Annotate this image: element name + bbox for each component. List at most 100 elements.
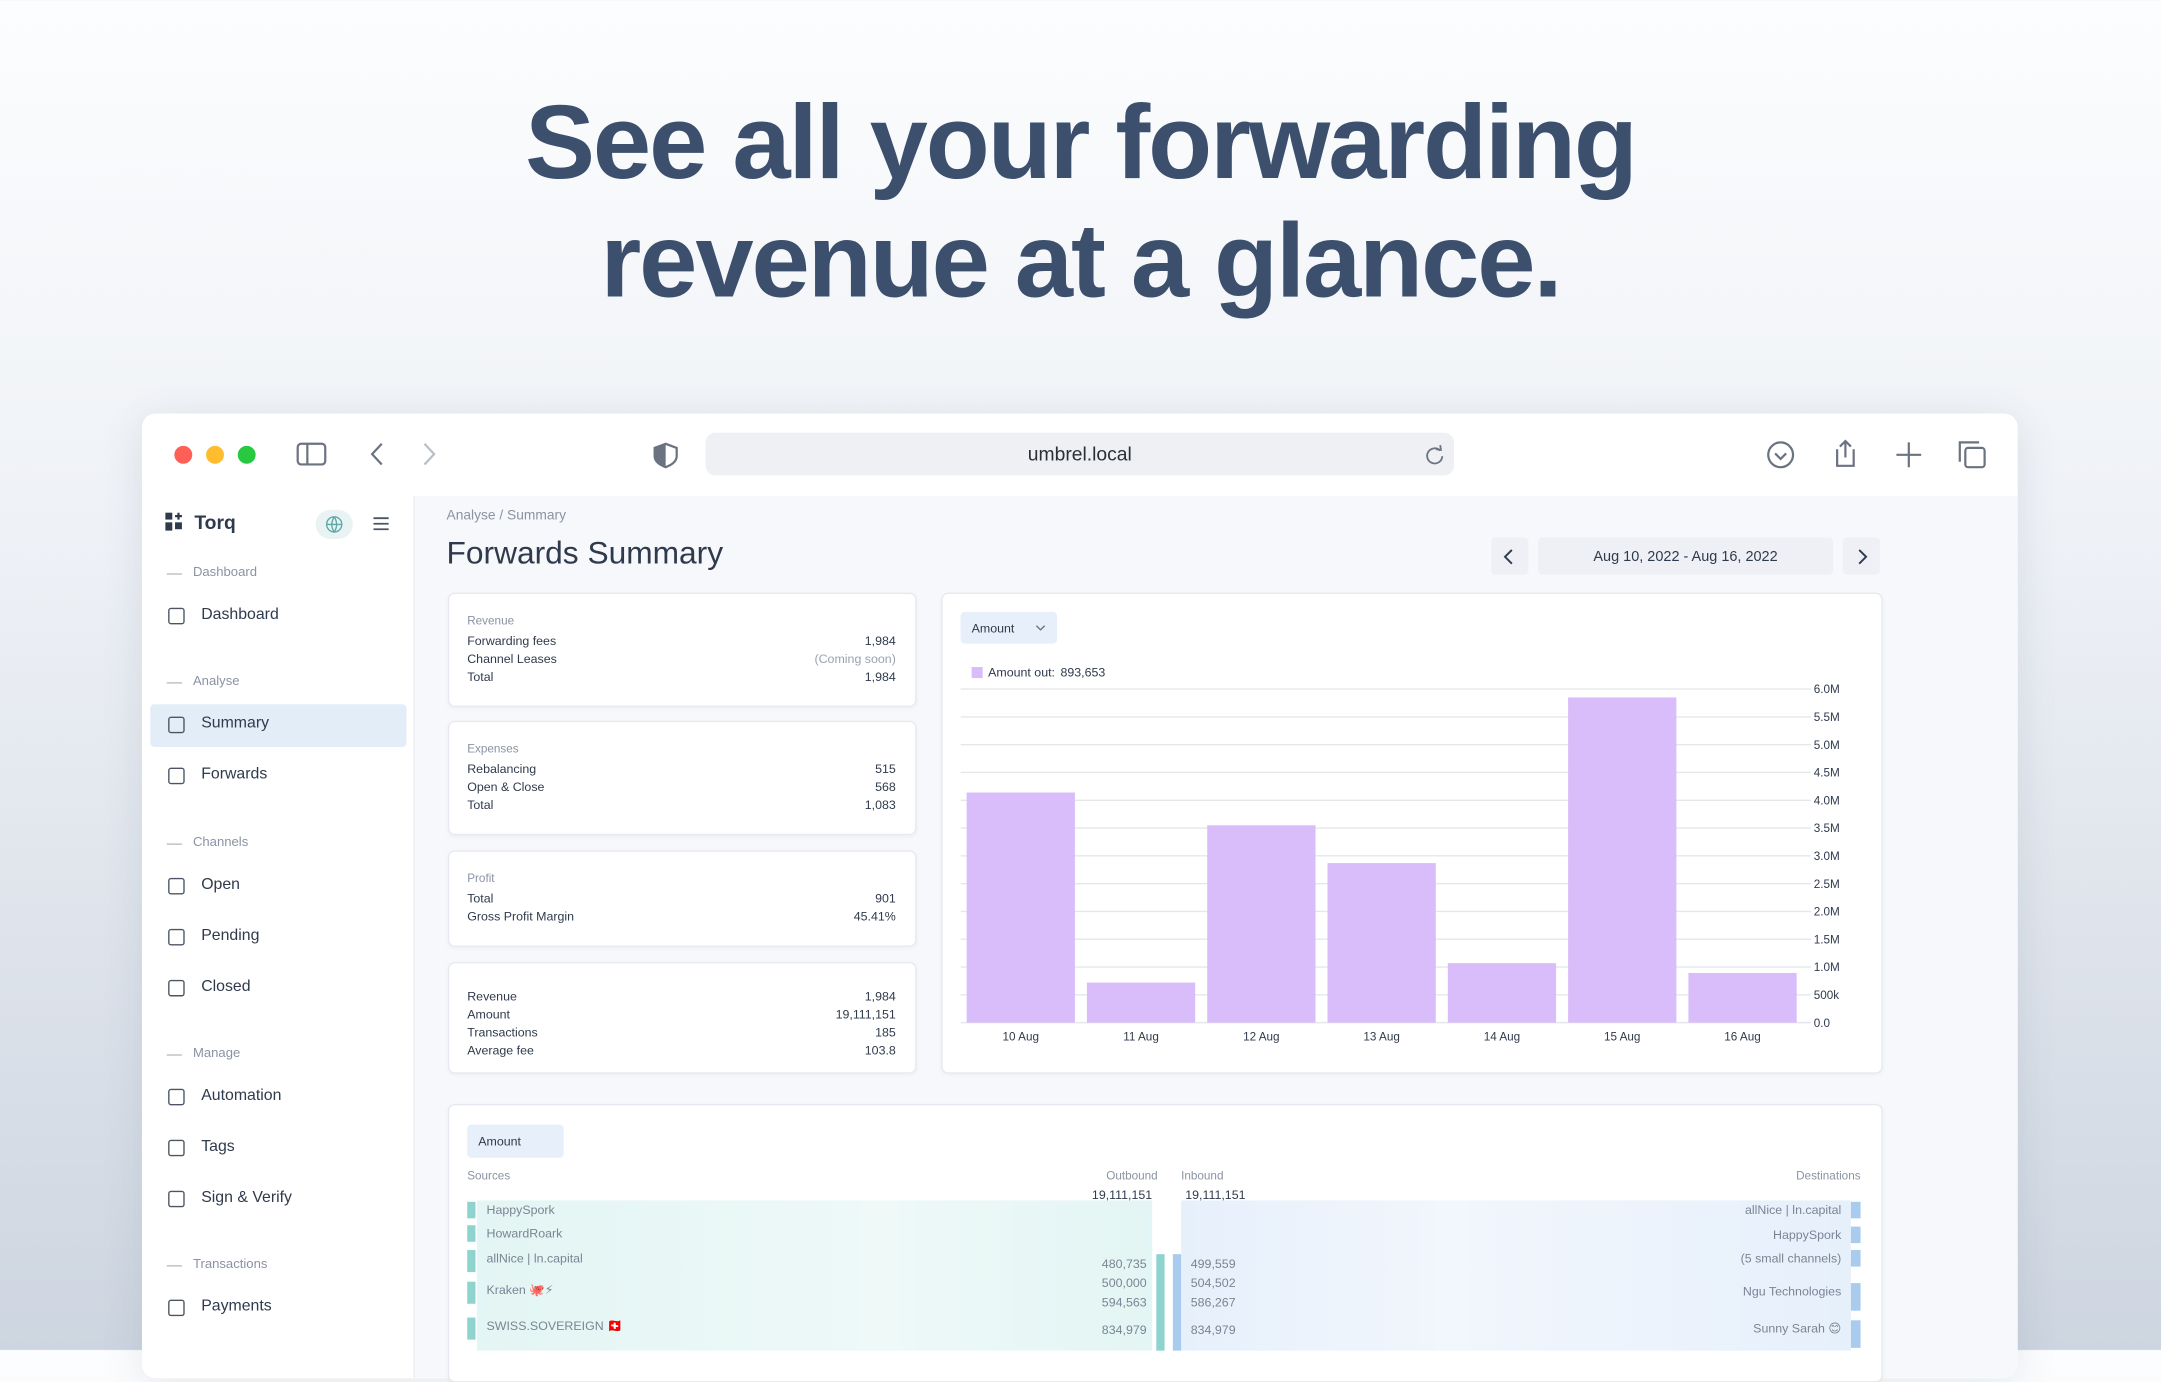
headline: See all your forwarding [525,84,1638,202]
bar [1207,825,1316,1023]
chevron [1858,549,1868,565]
forward-button[interactable] [423,443,436,466]
destination-name: allNice | ln.capital [1744,1203,1842,1217]
back-button[interactable] [370,443,383,466]
bar-chart: Amount Amount out: 893,653 0.0 500k 1.0M 1.5M 2… [960,611,1840,1044]
menu-button[interactable] [372,515,390,532]
row-label: Forwarding fees [467,633,557,648]
summary-card [447,961,917,1074]
source-node [467,1281,476,1304]
new-tab-button[interactable] [1896,442,1922,468]
flow-band [476,1200,1153,1351]
reload-arrow [1435,445,1442,452]
summary-card [447,720,917,836]
logo-square [165,512,173,520]
chart-selector[interactable] [960,611,1058,644]
nav-item[interactable]: Pending [201,927,260,945]
y-tick-label: 6.0M [1814,683,1840,696]
summary-card [447,592,917,708]
source-node [467,1225,476,1242]
sidebar [141,496,415,1379]
zoom-button[interactable] [237,445,256,464]
share-button[interactable] [1836,439,1855,467]
card-title: Profit [467,871,495,885]
nav-icon [168,1088,185,1106]
x-tick-label: 11 Aug [1123,1031,1159,1044]
row-value: 901 [875,891,896,906]
nav-item[interactable]: Payments [201,1298,272,1315]
tabs-back [1958,441,1980,462]
section-dash [166,1054,182,1056]
section-dash [166,843,182,845]
next-range-button[interactable] [1842,537,1880,575]
nav-item[interactable]: Open [201,876,241,894]
bar [1688,972,1797,1023]
flow-selector[interactable] [467,1124,564,1158]
menu-lines [373,517,389,531]
row-value: 45.41% [853,909,896,924]
nav-item[interactable]: Summary [201,715,270,732]
nav-icon [168,1190,185,1208]
y-tick-label: 2.0M [1814,906,1840,919]
outbound-value: 834,979 [1101,1323,1147,1337]
row-value: 185 [875,1025,896,1040]
next-icon [1858,549,1868,565]
x-tick-label: 13 Aug [1363,1031,1399,1044]
chevron [1503,549,1513,565]
row-label: Rebalancing [467,762,537,776]
date-range-picker[interactable] [1538,537,1834,575]
x-tick-label: 10 Aug [1003,1031,1039,1044]
prev-icon [1503,549,1513,565]
outbound-total: 19,111,151 [1091,1188,1153,1202]
outbound-value: 480,735 [1101,1256,1147,1271]
globe-lines [326,516,342,534]
outbound-value: 500,000 [1101,1276,1147,1290]
logo-square [175,522,182,530]
nav-icon [168,716,185,734]
logo-plus [175,512,182,520]
source-name: HappySpork [486,1203,555,1217]
download-button[interactable] [1767,441,1795,469]
bar [1447,963,1557,1023]
tabs-button[interactable] [1964,446,1986,469]
source-node [467,1317,476,1340]
nav-item[interactable]: Forwards [201,766,268,783]
y-tick-label: 5.0M [1814,739,1840,752]
nav-item[interactable]: Tags [201,1138,235,1155]
source-name: allNice | ln.capital [486,1251,583,1266]
destination-name: Ngu Technologies [1742,1284,1842,1299]
section-dash [166,1265,182,1267]
brand-logo [165,512,182,531]
destination-name: Sunny Sarah 😊 [1753,1321,1842,1336]
inbound-value: 834,979 [1190,1323,1236,1337]
y-tick-label: 500k [1814,989,1840,1002]
inbound-value: 586,267 [1190,1295,1236,1310]
center-node [1172,1254,1182,1351]
row-label: Total [467,669,494,684]
active-item-bg [150,704,407,747]
minimize-button[interactable] [206,445,224,464]
bar [1086,982,1196,1023]
section-title: Channels [192,835,249,851]
nav-item[interactable]: Sign & Verify [201,1189,292,1206]
row-value: 1,984 [864,989,896,1004]
y-tick-label: 4.0M [1814,794,1840,807]
row-label: Amount [467,1007,510,1022]
reload-button[interactable] [1424,444,1446,466]
destinations-label: Destinations [1796,1168,1861,1183]
address-bar[interactable] [705,432,1455,476]
close-button[interactable] [174,445,193,464]
nav-item[interactable]: Dashboard [201,606,279,623]
nav-icon [168,1299,185,1317]
row-value: 19,111,151 [835,1007,896,1022]
section-title: Dashboard [192,565,258,581]
nav-item[interactable]: Automation [201,1087,282,1104]
legend-swatch [971,667,983,679]
source-name: HowardRoark [486,1226,563,1241]
nav-item[interactable]: Closed [201,978,251,996]
sidebar-toggle[interactable] [296,442,327,466]
nav-icon [168,928,185,946]
y-tick-label: 5.5M [1814,711,1840,724]
prev-range-button[interactable] [1491,537,1529,575]
row-value: 568 [875,780,896,794]
